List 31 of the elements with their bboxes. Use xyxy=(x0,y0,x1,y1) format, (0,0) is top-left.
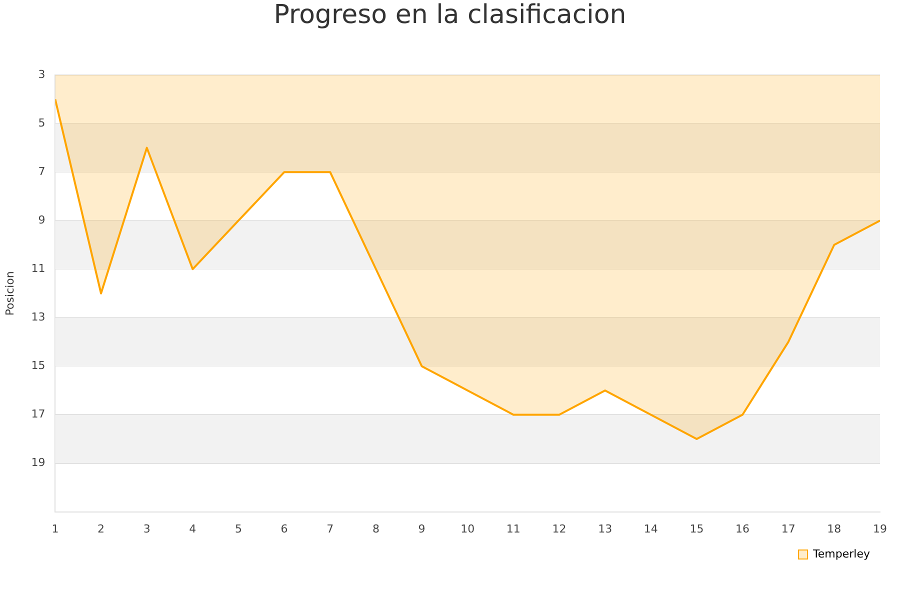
x-tick-label: 5 xyxy=(234,522,242,536)
y-tick-label: 13 xyxy=(31,310,46,324)
x-tick-label: 18 xyxy=(827,522,842,536)
y-tick-label: 17 xyxy=(31,408,46,421)
x-tick-label: 9 xyxy=(418,522,426,536)
y-tick-label: 7 xyxy=(38,164,46,178)
y-tick-label: 5 xyxy=(38,116,46,130)
x-tick-label: 14 xyxy=(644,522,658,536)
y-tick-label: 9 xyxy=(38,213,46,226)
x-tick-label: 10 xyxy=(460,522,475,536)
x-tick-label: 15 xyxy=(690,522,704,536)
y-tick-label: 19 xyxy=(31,456,46,470)
legend-label: Temperley xyxy=(812,547,870,560)
y-axis-title: Posicion xyxy=(3,271,16,316)
x-tick-label: 4 xyxy=(189,522,196,536)
y-tick-label: 3 xyxy=(38,68,46,81)
x-tick-label: 17 xyxy=(781,522,796,536)
x-tick-label: 13 xyxy=(598,522,612,536)
y-tick-label: 11 xyxy=(31,262,46,275)
x-tick-label: 3 xyxy=(143,522,150,536)
y-tick-label: 15 xyxy=(31,359,46,372)
x-tick-label: 7 xyxy=(326,522,334,536)
x-tick-label: 6 xyxy=(280,522,288,536)
x-tick-label: 12 xyxy=(552,522,566,536)
x-tick-label: 8 xyxy=(372,522,380,536)
x-tick-label: 2 xyxy=(98,522,105,536)
x-tick-label: 16 xyxy=(736,522,750,536)
chart-title: Progreso en la clasificacion xyxy=(272,0,628,30)
x-tick-label: 1 xyxy=(52,522,59,536)
x-tick-label: 11 xyxy=(506,522,520,536)
x-tick-label: 19 xyxy=(873,522,887,536)
